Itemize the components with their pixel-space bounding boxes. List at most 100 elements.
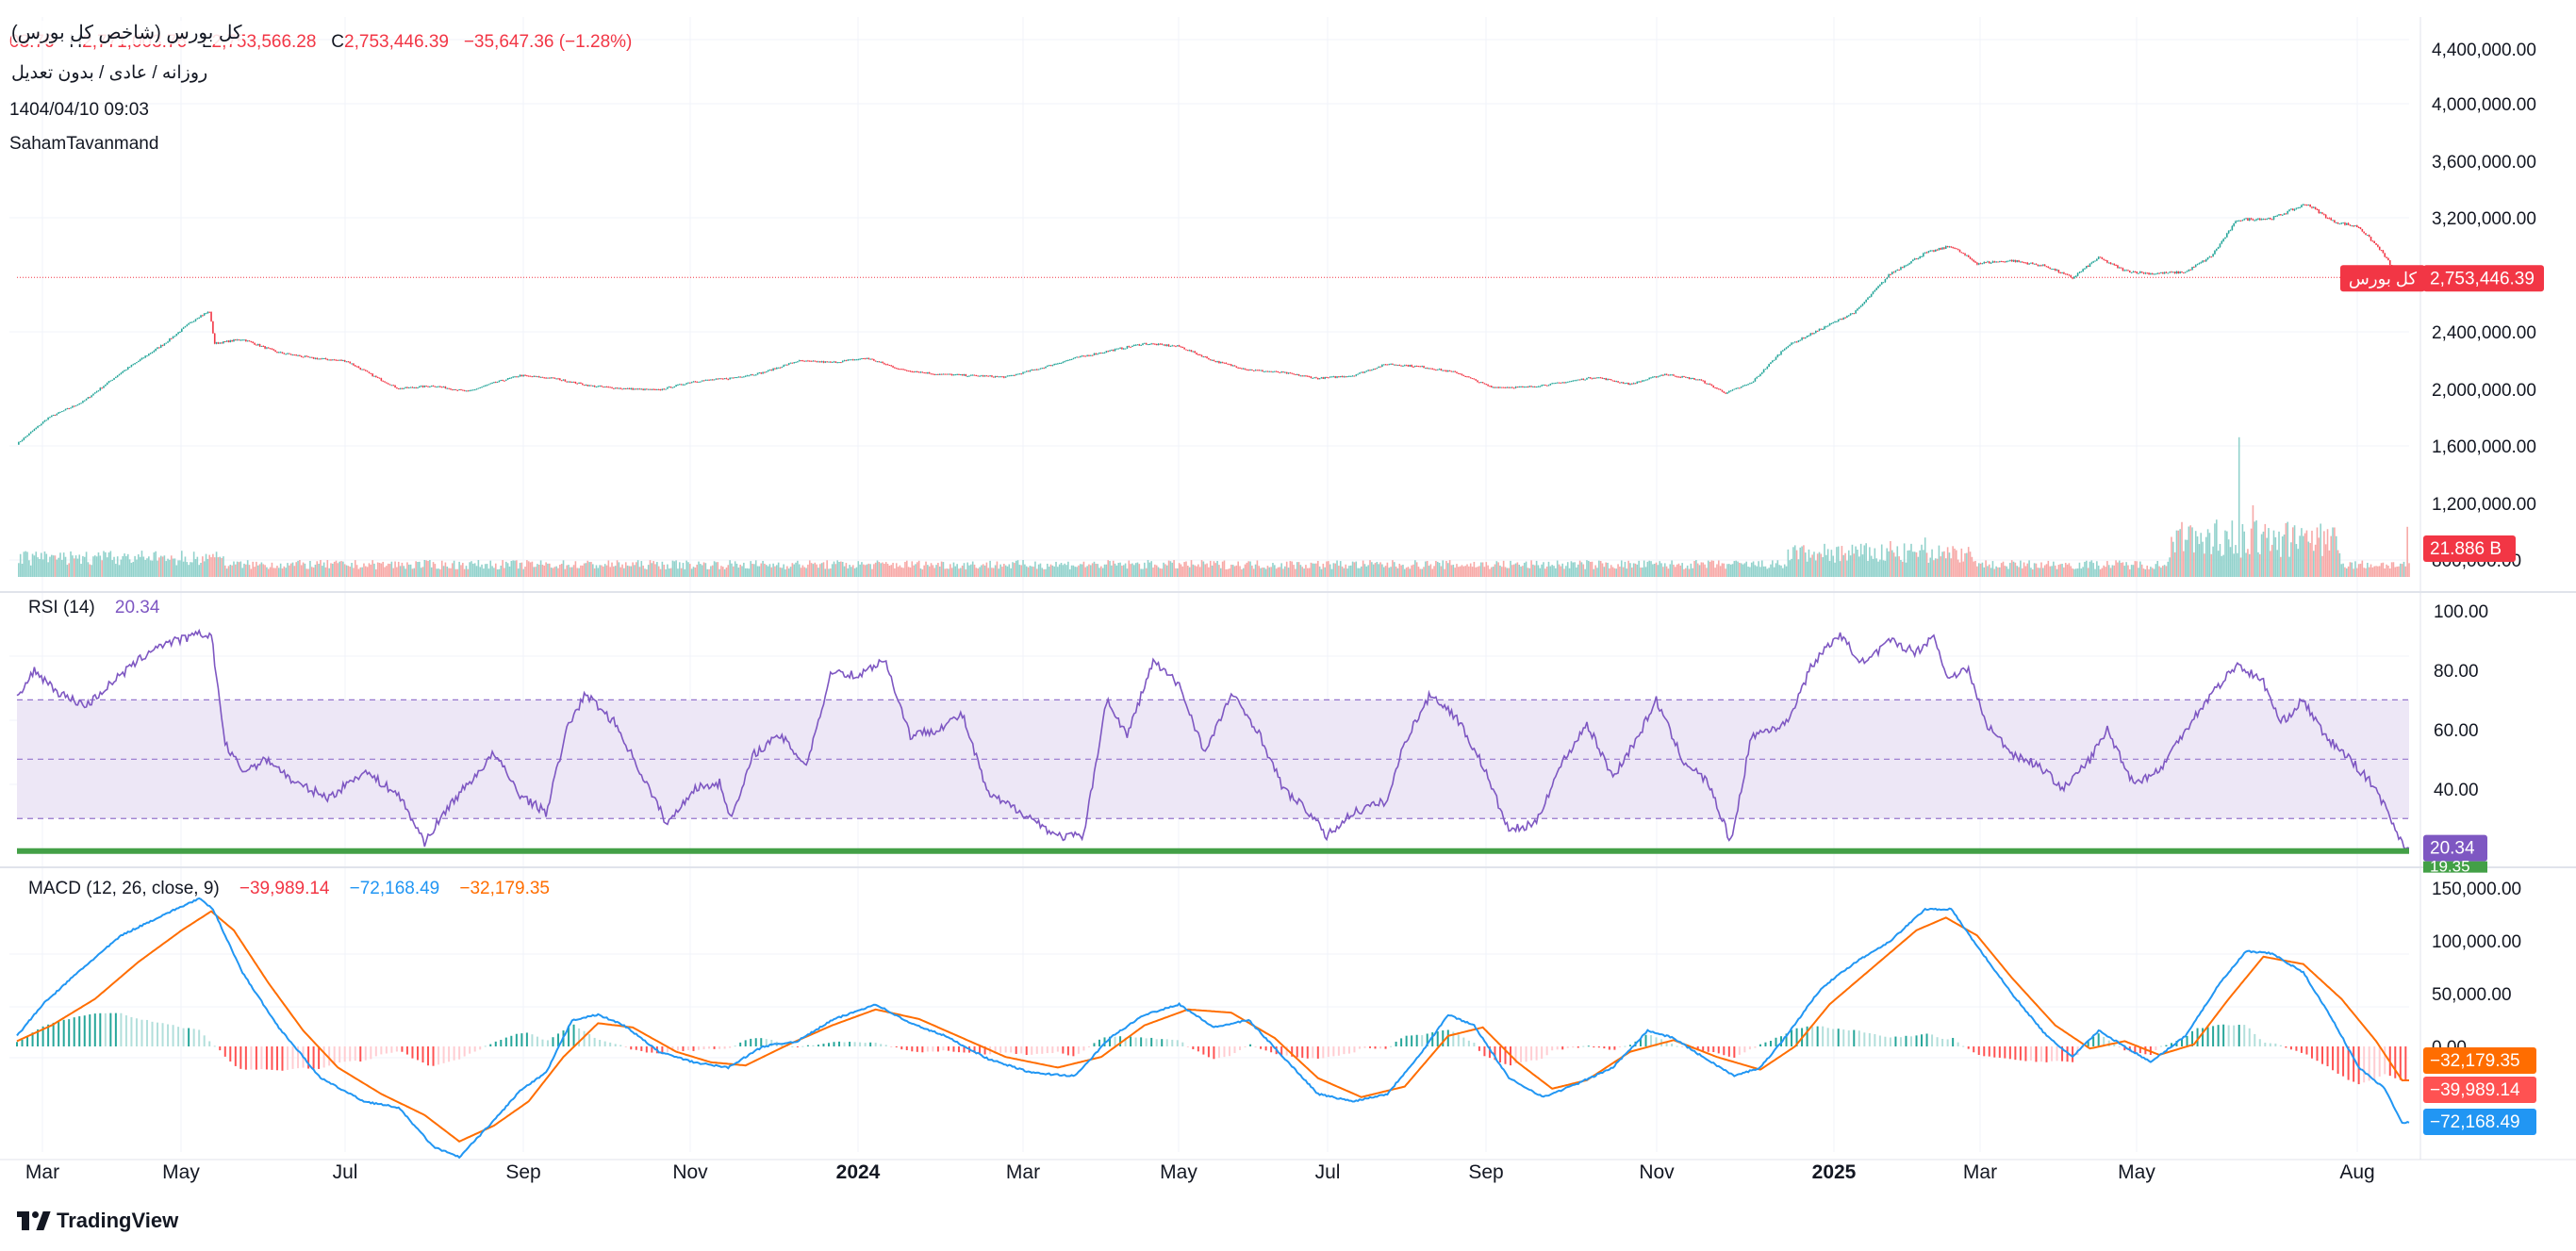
macd-hist-bar [1207, 1046, 1210, 1058]
candle-body [332, 359, 334, 361]
volume-bar [1301, 567, 1304, 577]
candle-body [824, 361, 827, 363]
volume-bar [85, 551, 88, 577]
volume-bar [1089, 565, 1092, 577]
candle-body [1506, 387, 1509, 388]
candle-body [250, 341, 253, 343]
symbol-title[interactable]: کل بورس (شاخص کل بورس) [11, 21, 242, 44]
candle-body [1067, 359, 1069, 361]
macd-histogram[interactable] [16, 1012, 2407, 1085]
volume-bar [2173, 551, 2176, 577]
candle-body [1459, 373, 1461, 375]
volume-bar [370, 564, 372, 577]
candle-body [1317, 377, 1319, 380]
candle-body [2357, 227, 2360, 229]
candle-body [2359, 227, 2362, 229]
candle-body [2215, 248, 2218, 251]
candle-body [386, 382, 388, 384]
volume-bar [1869, 547, 1871, 577]
candle-body [2200, 262, 2203, 264]
interval-settings[interactable]: روزانه / عادی / بدون تعدیل [11, 63, 208, 83]
volume-bar [353, 568, 355, 577]
volume-bar [2026, 563, 2029, 577]
candle-body [1266, 370, 1269, 372]
volume-bar [578, 568, 580, 577]
macd-hist-bar [1347, 1046, 1350, 1054]
volume-bar [938, 566, 941, 577]
candle-body [960, 373, 962, 375]
candle-body [307, 355, 309, 357]
candle-body [1121, 347, 1123, 350]
candle-body [238, 339, 240, 341]
price-axis[interactable]: 4,400,000.004,000,000.003,600,000.003,20… [2340, 41, 2544, 1135]
price-tick-label: 1,200,000.00 [2432, 495, 2536, 515]
candle-body [188, 322, 190, 325]
candle-body [1882, 282, 1885, 284]
candle-body [54, 415, 57, 417]
candle-body [1952, 247, 1954, 249]
candle-body [1301, 375, 1304, 377]
volume-bar [1176, 568, 1179, 577]
candlestick-series[interactable] [18, 204, 2410, 445]
rsi-tick-label: 100.00 [2434, 602, 2488, 622]
volume-bar [2323, 531, 2325, 577]
candle-body [992, 376, 995, 378]
volume-bar [1832, 555, 1835, 577]
candle-body [956, 373, 958, 375]
volume-bar [1334, 563, 1337, 577]
time-axis[interactable]: Mar May Jul Sep Nov 2024 Mar May Jul Sep Nov 2025 Ma… [25, 1161, 2375, 1183]
candle-body [1231, 365, 1234, 367]
candle-body [1681, 376, 1683, 378]
pane-dividers[interactable] [0, 17, 2576, 1160]
candle-body [1454, 370, 1456, 372]
volume-bar [1313, 563, 1315, 577]
candle-body [272, 349, 275, 351]
candle-body [43, 420, 46, 422]
volume-bar [43, 551, 46, 577]
macd-hist-bar [588, 1034, 591, 1046]
volume-bar [1051, 565, 1054, 577]
macd-hist-bar [1109, 1036, 1112, 1046]
candle-body [657, 388, 660, 390]
macd-lines[interactable] [16, 897, 2410, 1160]
macd-hist-bar [1795, 1028, 1798, 1046]
candle-body [1111, 350, 1113, 352]
volume-bar [1266, 566, 1269, 577]
macd-hist-bar [838, 1041, 841, 1046]
volume-bar [1483, 567, 1486, 577]
candle-body [1272, 371, 1274, 373]
macd-hist-bar [2113, 1044, 2116, 1046]
candle-body [2167, 272, 2170, 274]
rsi-series[interactable] [16, 628, 2410, 854]
candle-body [2023, 262, 2025, 264]
tradingview-logo[interactable]: TradingView [17, 1209, 178, 1233]
candle-body [1820, 328, 1823, 330]
candle-body [539, 376, 542, 378]
volume-bar [1723, 563, 1726, 577]
candle-body [2271, 219, 2273, 221]
volume-bar [1478, 566, 1480, 577]
volume-bar [2307, 541, 2310, 577]
volume-bar [1213, 561, 1215, 577]
volume-bar [295, 562, 297, 577]
volume-bar [52, 555, 55, 577]
volume-bar [2311, 530, 2313, 577]
macd-legend[interactable]: MACD (12, 26, close, 9) −39,989.14 −72,1… [28, 879, 550, 899]
volume-bar [2111, 565, 2114, 577]
volume-bar [2321, 555, 2323, 577]
candle-body [1683, 376, 1685, 378]
candle-body [50, 415, 53, 418]
rsi-legend[interactable]: RSI (14) 20.34 [28, 598, 159, 618]
macd-hist-bar [380, 1046, 383, 1055]
volume-bar [935, 565, 937, 577]
candle-body [1494, 387, 1496, 388]
volume-bar [2053, 561, 2055, 577]
candle-body [2150, 273, 2152, 275]
candle-body [1213, 359, 1215, 361]
volume-bar [753, 564, 755, 577]
macd-hist-bar [453, 1046, 455, 1061]
macd-hist-bar [1832, 1029, 1835, 1046]
volume-bar [1944, 558, 1947, 577]
candle-body [2144, 272, 2147, 274]
